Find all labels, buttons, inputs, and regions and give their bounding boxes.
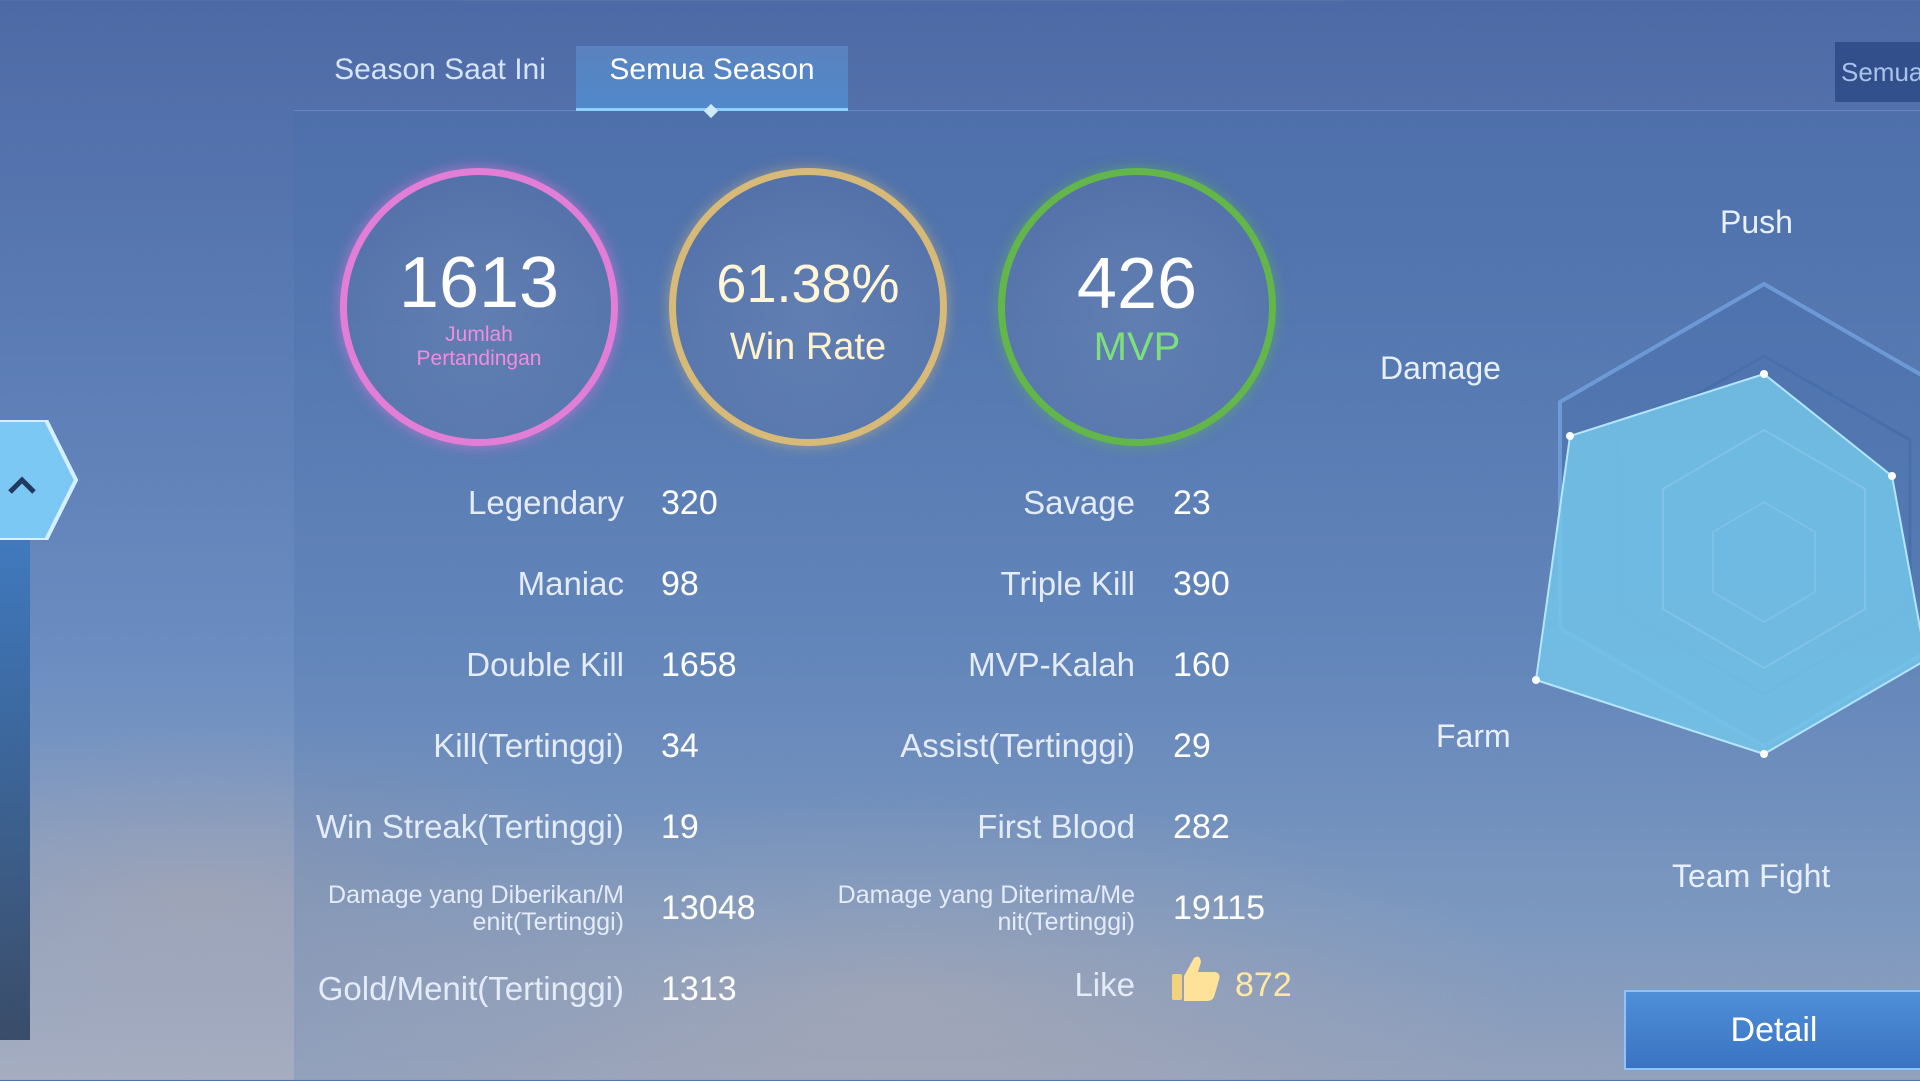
win-rate-value: 61.38% (716, 254, 900, 314)
chevron-up-icon (8, 476, 36, 494)
tab-all-season[interactable]: Semua Season (576, 46, 848, 119)
stat-value-first-blood: 282 (1173, 808, 1230, 846)
radar-label-push: Push (1720, 204, 1793, 240)
radar-point-damage (1566, 432, 1574, 440)
stat-value-assist-highest: 29 (1173, 727, 1211, 765)
radar-ring-4 (1712, 500, 1816, 624)
stat-label-damage-taken: Damage yang Diterima/Me nit(Tertinggi) (780, 882, 1135, 936)
stat-label-gold-per-min: Gold/Menit(Tertinggi) (317, 970, 624, 1007)
stat-label-damage-taken-line2: nit(Tertinggi) (997, 908, 1135, 936)
stat-label-maniac: Maniac (517, 565, 624, 602)
stat-label-damage-dealt-line2: enit(Tertinggi) (472, 908, 624, 936)
radar-point-right (1888, 472, 1896, 480)
stat-label-damage-dealt-line1: Damage yang Diberikan/M (328, 881, 624, 909)
stat-value-gold-per-min: 1313 (661, 970, 737, 1008)
radar-label-farm: Farm (1436, 718, 1511, 754)
stat-label-first-blood: First Blood (977, 808, 1135, 845)
stat-label-double-kill: Double Kill (466, 646, 624, 683)
tab-right-all[interactable]: Semua (1835, 42, 1920, 102)
matches-label: Jumlah Pertandingan (416, 323, 542, 370)
win-rate-circle: 61.38% Win Rate (669, 168, 947, 446)
stat-value-double-kill: 1658 (661, 646, 737, 684)
tab-current-season[interactable]: Season Saat Ini (334, 53, 546, 86)
stat-label-damage-taken-line1: Damage yang Diterima/Me (837, 881, 1135, 909)
stat-value-damage-taken: 19115 (1173, 889, 1266, 927)
matches-value: 1613 (398, 243, 560, 323)
win-rate-label: Win Rate (729, 326, 887, 368)
radar-point-teamfight (1760, 750, 1768, 758)
stat-value-win-streak: 19 (661, 808, 699, 846)
stat-value-maniac: 98 (661, 565, 699, 603)
stat-value-damage-dealt: 13048 (661, 889, 756, 927)
hero-radar-chart (1532, 281, 1920, 758)
tab-all-season-label: Semua Season (609, 53, 815, 86)
mvp-value: 426 (1076, 244, 1198, 324)
stat-value-like: 872 (1235, 966, 1292, 1004)
radar-point-farm (1532, 676, 1540, 684)
side-expand-button[interactable] (0, 420, 78, 540)
radar-ring-3 (1662, 428, 1866, 670)
stat-label-legendary: Legendary (468, 484, 624, 521)
stat-label-kill-highest: Kill(Tertinggi) (433, 727, 624, 764)
stat-label-mvp-lose: MVP-Kalah (968, 646, 1135, 683)
stat-label-savage: Savage (1023, 484, 1135, 521)
stat-label-assist-highest: Assist(Tertinggi) (900, 727, 1135, 764)
stat-value-triple-kill: 390 (1173, 565, 1230, 603)
side-strip (0, 540, 30, 1040)
stat-value-legendary: 320 (661, 484, 718, 522)
stat-label-triple-kill: Triple Kill (1000, 565, 1135, 602)
stat-value-savage: 23 (1173, 484, 1211, 522)
stat-label-damage-dealt: Damage yang Diberikan/M enit(Tertinggi) (290, 882, 624, 936)
stat-label-like: Like (1074, 966, 1135, 1003)
radar-label-damage: Damage (1380, 350, 1501, 386)
stat-value-mvp-lose: 160 (1173, 646, 1230, 684)
radar-point-push (1760, 370, 1768, 378)
matches-circle: 1613 Jumlah Pertandingan (340, 168, 618, 446)
mvp-label: MVP (1093, 325, 1181, 369)
stat-value-kill-highest: 34 (661, 727, 699, 765)
stat-label-win-streak: Win Streak(Tertinggi) (315, 808, 624, 845)
radar-label-team-fight: Team Fight (1672, 858, 1831, 894)
mvp-circle: 426 MVP (998, 168, 1276, 446)
thumbs-up-icon (1172, 956, 1220, 1001)
detail-button[interactable]: Detail (1624, 990, 1920, 1070)
